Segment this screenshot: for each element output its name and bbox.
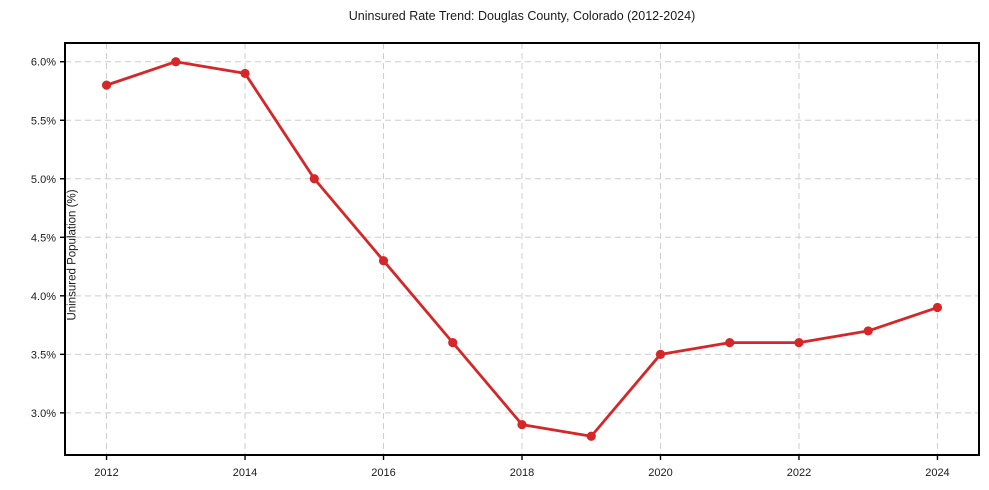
data-point (240, 68, 250, 79)
y-tick-label: 6.0% (31, 57, 56, 69)
x-tick-label: 2022 (787, 467, 811, 479)
x-tick-label: 2024 (925, 467, 949, 479)
data-point (448, 338, 458, 348)
data-point (378, 256, 389, 266)
data-point (101, 80, 112, 90)
data-point (586, 431, 596, 441)
x-tick-label: 2020 (648, 467, 672, 479)
y-tick-label: 3.5% (31, 349, 56, 361)
y-tick-label: 4.0% (31, 291, 56, 303)
x-tick-label: 2016 (371, 467, 395, 479)
chart-title: Uninsured Rate Trend: Douglas County, Co… (348, 9, 696, 23)
data-point (655, 349, 666, 359)
x-tick-label: 2014 (233, 467, 257, 479)
data-point (309, 174, 319, 184)
data-point (725, 338, 735, 348)
y-tick-label: 3.0% (31, 408, 56, 420)
data-point (171, 57, 181, 67)
y-axis-title: Uninsured Population (%) (66, 189, 79, 321)
data-point (517, 419, 527, 430)
y-tick-label: 5.0% (31, 174, 56, 186)
y-tick-label: 4.5% (31, 232, 56, 244)
data-point (932, 302, 943, 313)
data-point (794, 338, 804, 348)
x-tick-label: 2012 (94, 467, 118, 479)
y-tick-label: 5.5% (31, 115, 56, 127)
data-point (863, 326, 873, 336)
x-tick-label: 2018 (510, 467, 534, 479)
